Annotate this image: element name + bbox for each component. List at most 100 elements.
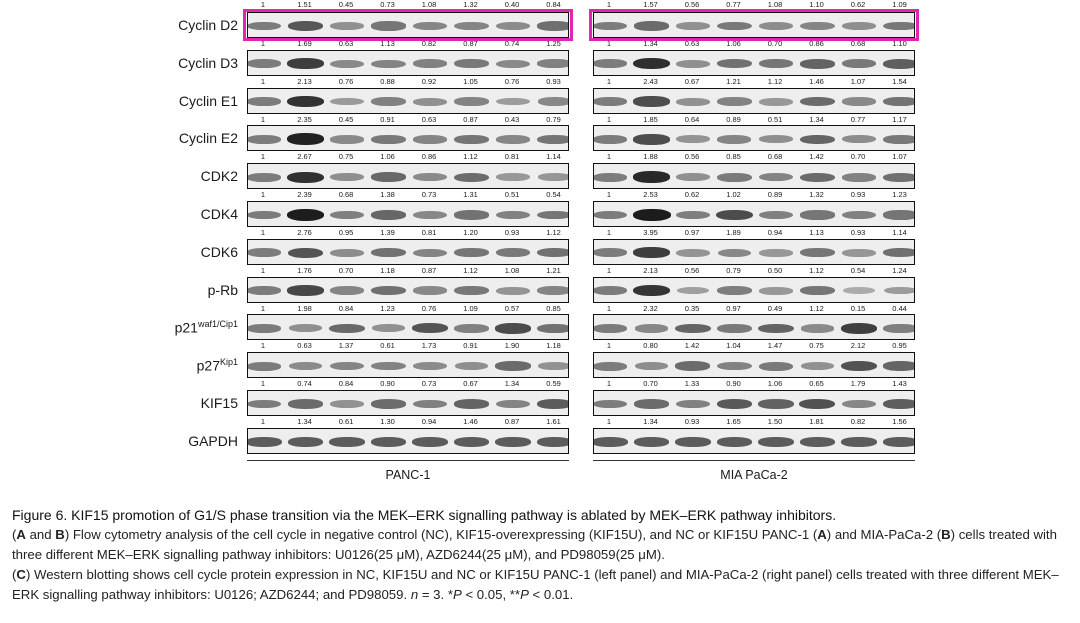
quant-value: 0.94	[421, 417, 437, 426]
quant-value: 0.43	[504, 114, 520, 124]
quant-value: 1	[260, 152, 266, 162]
band	[759, 248, 793, 257]
quant-value: 0.63	[421, 114, 437, 124]
quant-value: 1.69	[297, 39, 312, 48]
band	[717, 323, 752, 333]
band	[842, 248, 876, 257]
quant-value: 0.61	[380, 341, 395, 351]
band	[413, 286, 447, 295]
band	[716, 399, 753, 409]
quant-value: 0.79	[546, 114, 561, 124]
quant-value: 0.91	[380, 114, 395, 124]
quant-value: 1.51	[297, 0, 312, 9]
quant-value: 1.76	[297, 265, 312, 275]
blot-0-row-7	[247, 276, 569, 303]
band	[453, 399, 490, 409]
quant-value: 0.51	[767, 114, 783, 124]
quant-value: 0.82	[421, 39, 437, 48]
quant-value: 1.12	[809, 265, 824, 275]
band	[594, 172, 628, 182]
band	[286, 171, 325, 183]
band	[716, 209, 753, 221]
band	[537, 97, 568, 106]
band	[248, 210, 282, 220]
row-label-cdk6: CDK6	[201, 244, 238, 260]
quant-value: 1.06	[380, 152, 395, 162]
band	[248, 172, 282, 182]
band	[371, 59, 406, 69]
quant-value: 1.09	[892, 0, 907, 9]
quant-value: 0.82	[850, 417, 866, 426]
quant-value: 1.43	[892, 379, 907, 389]
quant-value: 0.90	[726, 379, 741, 389]
quant-value: 0.68	[767, 152, 783, 162]
band	[758, 59, 794, 69]
blot-1-row-10	[593, 390, 915, 416]
quant-value: 1.10	[892, 39, 907, 48]
quant-value: 0.70	[850, 152, 866, 162]
row-label-text: p27	[196, 357, 220, 374]
band	[840, 322, 878, 334]
band	[287, 436, 324, 447]
row-label-text: Cyclin E2	[178, 130, 238, 147]
quant-value: 0.93	[546, 76, 561, 86]
band	[454, 134, 489, 144]
caption-c-text: (C) Western blotting shows cell cycle pr…	[12, 567, 1059, 602]
quant-value: 0.56	[684, 265, 700, 275]
quant-value: 0.73	[380, 0, 395, 9]
band	[882, 361, 914, 371]
band	[248, 399, 282, 409]
band	[800, 248, 835, 258]
band	[800, 210, 835, 220]
band	[594, 324, 628, 333]
quant-value: 1.23	[380, 303, 395, 313]
quant-value: 1	[260, 417, 266, 426]
band	[454, 210, 489, 220]
row-label-text: Cyclin D2	[178, 17, 238, 33]
quant-value: 1	[606, 39, 612, 48]
quant-value: 0.92	[421, 76, 437, 86]
blot-1-row-5	[593, 201, 915, 227]
blot-1-row-7	[593, 276, 915, 303]
band	[594, 21, 628, 31]
quant-value: 1.88	[643, 152, 658, 162]
quant-value: 0.95	[338, 228, 354, 237]
band	[496, 286, 530, 295]
band	[800, 172, 835, 182]
band	[330, 135, 364, 144]
quant-value: 0.15	[850, 303, 866, 313]
blot-0-row-4	[247, 163, 569, 190]
row-label-gapdh: GAPDH	[188, 433, 238, 449]
quant-value: 0.45	[338, 0, 354, 9]
quant-value: 1	[606, 76, 612, 86]
row-label-cdk2: CDK2	[201, 168, 238, 184]
blot-1-row-11	[593, 427, 915, 454]
quant-value: 2.35	[297, 114, 312, 124]
quant-value: 1	[260, 303, 266, 313]
band	[330, 97, 364, 106]
band	[800, 362, 835, 371]
quant-value: 1.06	[726, 39, 741, 48]
quant-value: 0.77	[850, 114, 866, 124]
quant-value: 0.87	[463, 114, 478, 124]
band	[370, 210, 407, 220]
row-label-text: p-Rb	[207, 281, 238, 298]
band	[594, 59, 628, 69]
band	[537, 248, 568, 258]
row-label-superscript: Kip1	[219, 357, 238, 368]
band	[371, 21, 406, 31]
quant-value: 0.97	[726, 303, 741, 313]
quant-value: 1.34	[504, 379, 520, 389]
band	[454, 172, 489, 182]
band	[287, 285, 324, 296]
row-label-cyclin-e2: Cyclin E2	[179, 130, 238, 146]
quant-value: 1	[606, 417, 612, 426]
panel-underline	[247, 459, 569, 461]
band	[676, 135, 710, 144]
western-blot-figure: 1 1.51 0.45 0.73 1.08 1.32 0.40 0.84 1 1.57 0.56 0.…	[175, 0, 919, 482]
band	[676, 286, 710, 295]
quant-value: 1.42	[809, 152, 824, 162]
quant-value: 1.21	[546, 265, 561, 275]
quant-value: 0.56	[684, 0, 700, 9]
band	[716, 436, 753, 447]
